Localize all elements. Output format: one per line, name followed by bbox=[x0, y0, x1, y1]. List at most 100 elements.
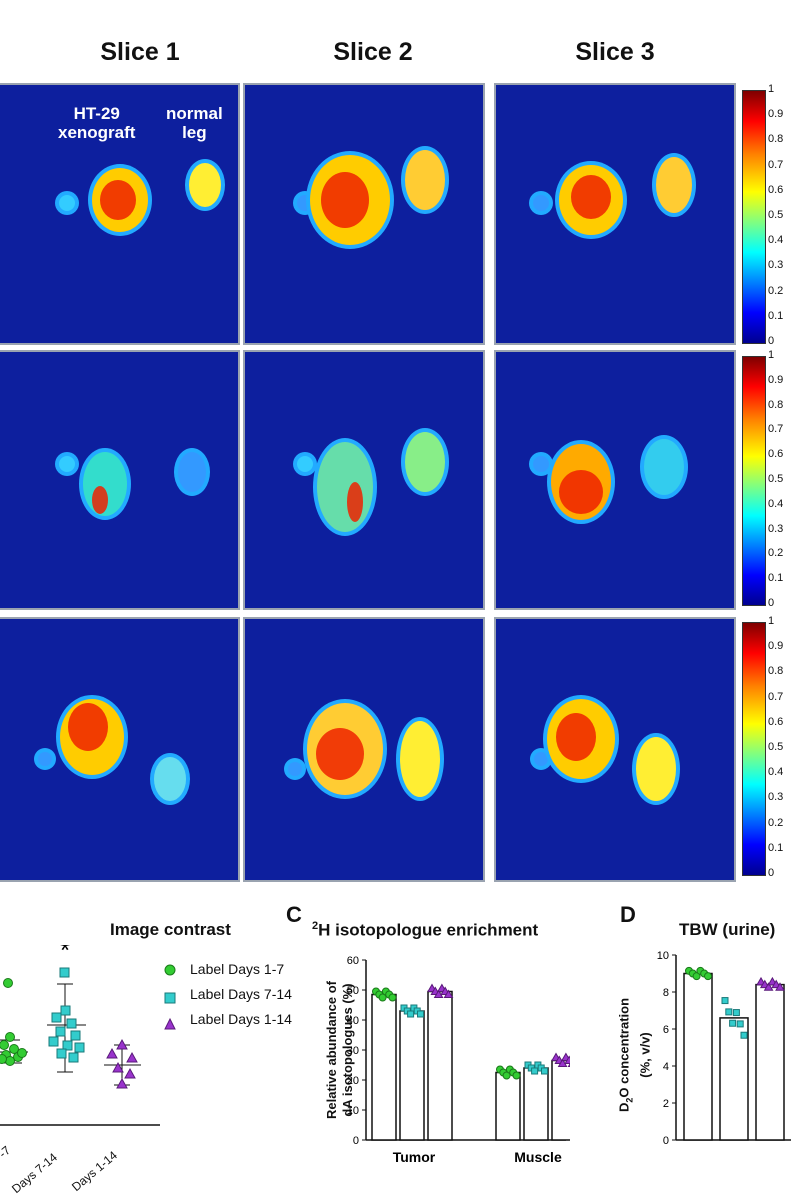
legend-label-2: Label Days 7-14 bbox=[190, 986, 292, 1002]
colorbar-tick: 0 bbox=[768, 867, 775, 879]
panel-d-label: D bbox=[620, 902, 636, 927]
panel-c-ytick-label: 40 bbox=[347, 1015, 359, 1027]
colorbar-tick: 0.1 bbox=[768, 572, 784, 585]
panel-b-title: Image contrast bbox=[110, 920, 231, 939]
panel-c-bar bbox=[495, 1071, 521, 1141]
mri-panel-r2-c1 bbox=[0, 350, 240, 610]
hot-region-0 bbox=[571, 175, 611, 219]
colorbar-tick: 0.3 bbox=[768, 259, 784, 272]
colorbar-tick: 0.4 bbox=[768, 766, 784, 779]
colorbar-3 bbox=[742, 622, 766, 876]
panel-b-group-2 bbox=[47, 967, 86, 1073]
hot-region-0 bbox=[347, 482, 363, 522]
panel-c-ytick-label: 30 bbox=[347, 1045, 359, 1057]
panel-c-point bbox=[567, 1062, 570, 1067]
colorbar-tick: 0.6 bbox=[768, 183, 784, 196]
tissue-region-1 bbox=[317, 442, 373, 532]
panel-d-ytick-label: 4 bbox=[663, 1061, 669, 1073]
tissue-region-2 bbox=[189, 163, 221, 207]
panel-d-point bbox=[740, 1031, 748, 1039]
panel-c-bar bbox=[551, 1059, 570, 1141]
mri-panel-r2-c3 bbox=[494, 350, 736, 610]
tissue-region-2 bbox=[405, 432, 445, 492]
colorbar-tick: 0.4 bbox=[768, 234, 784, 247]
panel-c-point bbox=[557, 1058, 568, 1067]
colorbar-tick: 0.7 bbox=[768, 690, 784, 703]
tissue-region-2 bbox=[178, 452, 206, 492]
tissue-region-0 bbox=[288, 762, 302, 776]
panel-b-group-3 bbox=[104, 1038, 141, 1089]
tissue-region-2 bbox=[644, 439, 684, 495]
panel-c-chart: 60 50 40 30 20 10 0 Tumor Muscle bbox=[347, 955, 570, 1165]
tissue-region-2 bbox=[400, 721, 440, 797]
tissue-region-2 bbox=[656, 157, 692, 213]
panel-c-bar bbox=[371, 993, 397, 1141]
panel-d-point bbox=[763, 982, 774, 991]
colorbar-tick: 0.8 bbox=[768, 665, 784, 678]
panel-d-ylabel: D2O concentration (%, v/v) bbox=[617, 945, 654, 1165]
slice-2-title: Slice 2 bbox=[333, 38, 413, 66]
mri-panel-r3-c2 bbox=[243, 617, 485, 882]
panel-d-point bbox=[729, 1019, 737, 1027]
colorbar-tick: 0.2 bbox=[768, 284, 784, 297]
panel-d-point bbox=[721, 997, 729, 1005]
panel-c-ytick-label: 50 bbox=[347, 985, 359, 997]
panel-b-group-1 bbox=[0, 978, 28, 1066]
colorbar-tick: 0.6 bbox=[768, 448, 784, 461]
panel-c-point bbox=[564, 1055, 570, 1064]
tissue-region-0 bbox=[533, 456, 549, 472]
colorbar-2 bbox=[742, 356, 766, 606]
hot-region-0 bbox=[556, 713, 596, 761]
panel-d-point bbox=[775, 982, 785, 991]
panel-d-ytick-label: 6 bbox=[663, 1024, 669, 1036]
tissue-region-2 bbox=[154, 757, 186, 801]
colorbar-tick: 0.5 bbox=[768, 209, 784, 221]
panel-c-point bbox=[541, 1067, 548, 1075]
colorbar-tick: 0 bbox=[768, 335, 775, 347]
panel-d-point bbox=[704, 972, 712, 981]
colorbar-tick: 0.1 bbox=[768, 841, 784, 854]
panel-c-title: 2H isotopologue enrichment bbox=[312, 920, 538, 941]
panel-c-point bbox=[388, 993, 397, 1002]
panel-d-ytick-label: 2 bbox=[663, 1098, 669, 1110]
slice-3-title: Slice 3 bbox=[575, 38, 655, 66]
panel-d-ytick-label: 8 bbox=[663, 987, 669, 999]
normal-line2: leg bbox=[182, 123, 207, 142]
panel-c-point bbox=[443, 989, 454, 998]
panel-d-ytick-label: 10 bbox=[657, 950, 669, 962]
xenograft-line2: xenograft bbox=[58, 123, 136, 142]
hot-region-0 bbox=[321, 172, 369, 228]
panel-b-star: * bbox=[60, 945, 70, 965]
legend-label-1: Label Days 1-7 bbox=[190, 961, 285, 977]
panel-d-ylabel-sub: 2 bbox=[624, 1097, 635, 1103]
panel-c-ytick-label: 10 bbox=[347, 1105, 359, 1117]
hot-region-0 bbox=[559, 470, 603, 514]
panel-c-title-text: H isotopologue enrichment bbox=[318, 920, 539, 940]
panel-c-bar bbox=[399, 1010, 425, 1141]
colorbar-tick: 0.1 bbox=[768, 309, 784, 322]
panel-c-xlabel: Tumor bbox=[393, 1149, 436, 1165]
hot-region-0 bbox=[92, 486, 108, 514]
colorbar-tick: 0.9 bbox=[768, 108, 784, 121]
colorbar-tick: 0.3 bbox=[768, 791, 784, 804]
colorbar-tick: 0.3 bbox=[768, 522, 784, 535]
tissue-region-0 bbox=[534, 752, 548, 766]
colorbar-tick: 1 bbox=[768, 83, 775, 95]
colorbar-tick: 1 bbox=[768, 615, 775, 627]
colorbar-tick: 0.9 bbox=[768, 640, 784, 653]
xenograft-annotation: HT-29 xenograft bbox=[58, 104, 135, 142]
mri-panel-r1-c3 bbox=[494, 83, 736, 345]
panel-c-ytick-label: 0 bbox=[353, 1135, 359, 1147]
panel-b-plot: * bbox=[0, 945, 160, 1126]
hot-region-0 bbox=[68, 703, 108, 751]
panel-d-bar bbox=[755, 983, 785, 1141]
mri-panel-r3-c1 bbox=[0, 617, 240, 882]
panel-c-point bbox=[502, 1071, 511, 1080]
colorbar-tick: 0.2 bbox=[768, 547, 784, 560]
hot-region-0 bbox=[316, 728, 364, 780]
mri-panel-r3-c3 bbox=[494, 617, 736, 882]
panel-d-ylabel-post: O concentration bbox=[616, 997, 632, 1098]
normal-line1: normal bbox=[166, 104, 223, 123]
colorbar-tick: 0.9 bbox=[768, 373, 784, 386]
colorbar-tick: 0.7 bbox=[768, 423, 784, 436]
